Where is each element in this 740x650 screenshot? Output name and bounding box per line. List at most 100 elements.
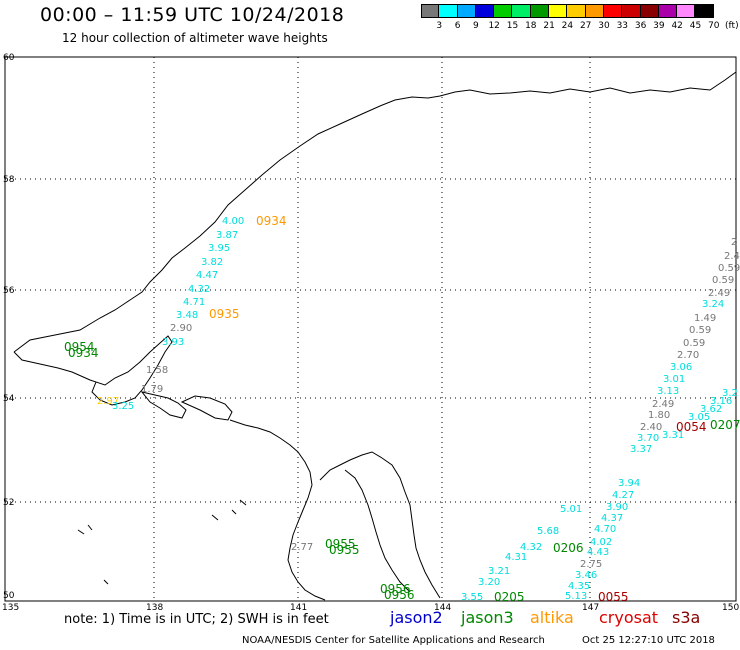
wave-reading: 4.47 [196,270,218,281]
wave-reading: 3.37 [630,444,652,455]
wave-reading: 3.46 [575,570,597,581]
wave-reading: 4.27 [612,490,634,501]
legend-s3a: s3a [672,608,701,627]
color-scale-label: 15 [506,21,519,31]
wave-reading: 3.87 [216,230,238,241]
wave-reading: 5.68 [537,526,559,537]
color-scale-swatch [530,4,550,18]
wave-reading: 3.13 [657,386,679,397]
lon-label: 147 [582,603,599,613]
wave-reading: 3.06 [670,362,692,373]
lon-label: 135 [2,603,19,613]
coastline [13,71,737,601]
wave-reading: 4.00 [222,216,244,227]
wave-reading: 4.70 [594,524,616,535]
pass-labels: 0934 0935 0954 0934 0955 0955 0956 0956 … [64,214,740,604]
wave-reading: 3.2 [722,388,738,399]
pass-time-label: 0055 [598,590,629,604]
color-scale-swatch [475,4,495,18]
color-scale-swatch [603,4,623,18]
pass-time-label: 0956 [380,582,411,596]
color-scale-unit: (ft) [725,21,739,31]
legend-jason2: jason2 [390,608,443,627]
pass-time-label: 0955 [329,543,360,557]
lon-label: 138 [146,603,163,613]
lat-label: 56 [3,286,15,296]
wave-reading: 2.97 [97,396,119,407]
wave-reading: 4.71 [183,297,205,308]
wave-reading: 2.90 [170,323,192,334]
color-scale-label: 36 [634,21,647,31]
pass-time-label: 0206 [553,541,584,555]
wave-reading: 5.13 [565,591,587,602]
wave-reading: 4.43 [587,547,609,558]
color-scale-label: 12 [488,21,500,31]
latitude-labels: 60 58 56 54 52 50 [3,53,15,601]
color-scale [421,4,714,18]
wave-reading: 0.59 [683,338,705,349]
wave-reading: 2.70 [677,350,699,361]
wave-reading: 3.82 [201,257,223,268]
wave-reading: 4.31 [505,552,527,563]
color-scale-swatch [622,4,641,18]
color-scale-label: 6 [454,21,461,31]
color-scale-swatch [421,4,440,18]
color-scale-label: 30 [598,21,610,31]
wave-reading: 2.49 [652,399,674,410]
wave-reading: 2.49 [708,288,730,299]
wave-reading: 3.95 [208,243,230,254]
footer-credit: NOAA/NESDIS Center for Satellite Applica… [242,635,545,646]
lat-label: 54 [3,394,15,404]
pass-time-label: 0956 [384,588,415,602]
pass-time-label: 0934 [68,346,99,360]
lat-label: 52 [3,498,14,508]
lat-label: 60 [3,53,15,63]
wave-reading: 0.59 [712,275,734,286]
pass-time-label: 0205 [494,590,525,604]
longitude-labels: 135 138 141 144 147 150 [2,603,739,613]
wave-reading: 3.25 [112,401,134,412]
wave-reading: 3.70 [637,433,659,444]
map-frame [4,56,737,602]
wave-reading: 2.4 [724,251,740,262]
wave-reading: 4.35 [568,581,590,592]
wave-reading: 1.58 [146,365,168,376]
pass-time-label: 0054 [676,420,707,434]
page-title: 00:00 – 11:59 UTC 10/24/2018 [40,4,345,26]
color-scale-swatch [494,4,513,18]
footnote: note: 1) Time is in UTC; 2) SWH is in fe… [64,612,329,627]
color-scale-swatch [677,4,696,18]
wave-reading: 2.77 [291,542,313,553]
wave-reading: 3.31 [662,430,684,441]
color-scale-swatch [549,4,568,18]
wave-reading: 4.32 [520,542,542,553]
lat-label: 58 [3,175,15,185]
wave-reading: 5.01 [560,504,582,515]
lon-label: 150 [722,603,739,613]
wave-reading: 2 [731,237,737,248]
color-scale-label: 33 [616,21,629,31]
wave-reading: 3.94 [618,478,640,489]
wave-reading: 3.55 [461,592,483,603]
wave-reading: 3.93 [162,337,184,348]
color-scale-label: 27 [579,21,592,31]
wave-reading: 3.01 [663,374,685,385]
wave-reading: 4.02 [590,537,612,548]
lat-label: 50 [3,591,15,601]
legend-altika: altika [530,608,574,627]
wave-height-readings: 4.00 3.87 3.95 3.82 4.47 4.32 4.71 3.48 … [97,216,740,603]
wave-reading: 1.49 [694,313,716,324]
pass-time-label: 0934 [256,214,287,228]
color-scale-swatch [439,4,458,18]
wave-reading: 3.24 [702,299,724,310]
wave-reading: 0.59 [718,263,740,274]
lon-label: 144 [434,603,451,613]
pass-time-label: 0935 [209,307,240,321]
color-scale-label: 45 [689,21,702,31]
color-scale-swatch [695,4,714,18]
legend-jason3: jason3 [461,608,514,627]
wave-reading: 2.40 [640,422,662,433]
legend-cryosat: cryosat [599,608,659,627]
footer-timestamp: Oct 25 12:27:10 UTC 2018 [582,635,715,646]
wave-reading: 0.59 [689,325,711,336]
